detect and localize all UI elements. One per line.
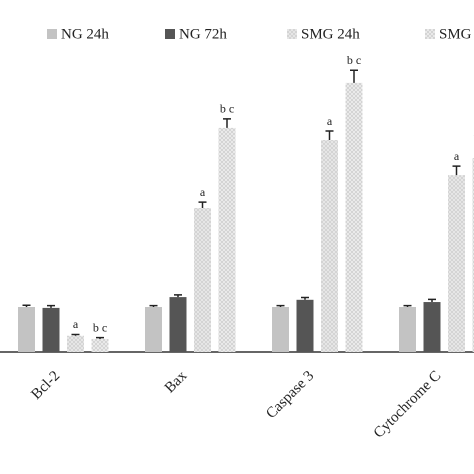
- legend-swatch: [47, 29, 57, 39]
- x-tick-label: Caspase 3: [263, 368, 317, 422]
- bar-hatch: [472, 158, 474, 352]
- error-bar: [223, 118, 231, 128]
- x-tick-label: Cytochrome C: [371, 368, 444, 441]
- error-bar: [325, 130, 334, 141]
- bar: [399, 307, 416, 352]
- bar-hatch: [67, 335, 84, 352]
- bar-hatch: [91, 338, 109, 352]
- significance-label: a: [73, 317, 79, 331]
- bar: [18, 307, 35, 352]
- error-bar: [71, 333, 80, 336]
- bar-hatch: [448, 175, 465, 352]
- legend-hatch: [287, 29, 297, 39]
- error-bar: [350, 69, 358, 83]
- legend-swatch: [165, 29, 175, 39]
- bar-hatch: [345, 82, 363, 353]
- significance-label: a: [200, 185, 206, 199]
- bar: [169, 297, 187, 352]
- error-bar: [428, 298, 436, 303]
- error-bar: [198, 201, 207, 208]
- bar: [272, 307, 289, 352]
- legend-hatch: [425, 29, 435, 39]
- error-bar: [22, 304, 31, 307]
- error-bar: [96, 336, 104, 339]
- significance-label: b c: [93, 320, 107, 334]
- bar: [423, 302, 441, 352]
- bar: [42, 307, 60, 352]
- error-bar: [403, 304, 412, 307]
- significance-label: a: [327, 114, 333, 128]
- legend-label: NG 72h: [179, 26, 227, 42]
- error-bar: [47, 304, 55, 308]
- bar: [296, 299, 314, 352]
- error-bar: [301, 296, 309, 300]
- significance-label: b c: [220, 102, 234, 116]
- significance-label: a: [454, 149, 460, 163]
- x-tick-label: Bcl-2: [28, 368, 63, 403]
- legend-label: SMG 24h: [301, 26, 360, 42]
- legend-label: SMG 72h: [439, 26, 474, 42]
- bar-hatch: [218, 127, 236, 353]
- x-tick-label: Bax: [162, 368, 191, 397]
- bar-hatch: [321, 140, 338, 352]
- bar: [145, 307, 162, 352]
- error-bar: [174, 294, 182, 298]
- error-bar: [452, 165, 461, 176]
- legend-label: NG 24h: [61, 26, 109, 42]
- error-bar: [276, 304, 285, 307]
- bar-hatch: [194, 208, 211, 352]
- error-bar: [149, 304, 158, 307]
- significance-label: b c: [347, 53, 361, 67]
